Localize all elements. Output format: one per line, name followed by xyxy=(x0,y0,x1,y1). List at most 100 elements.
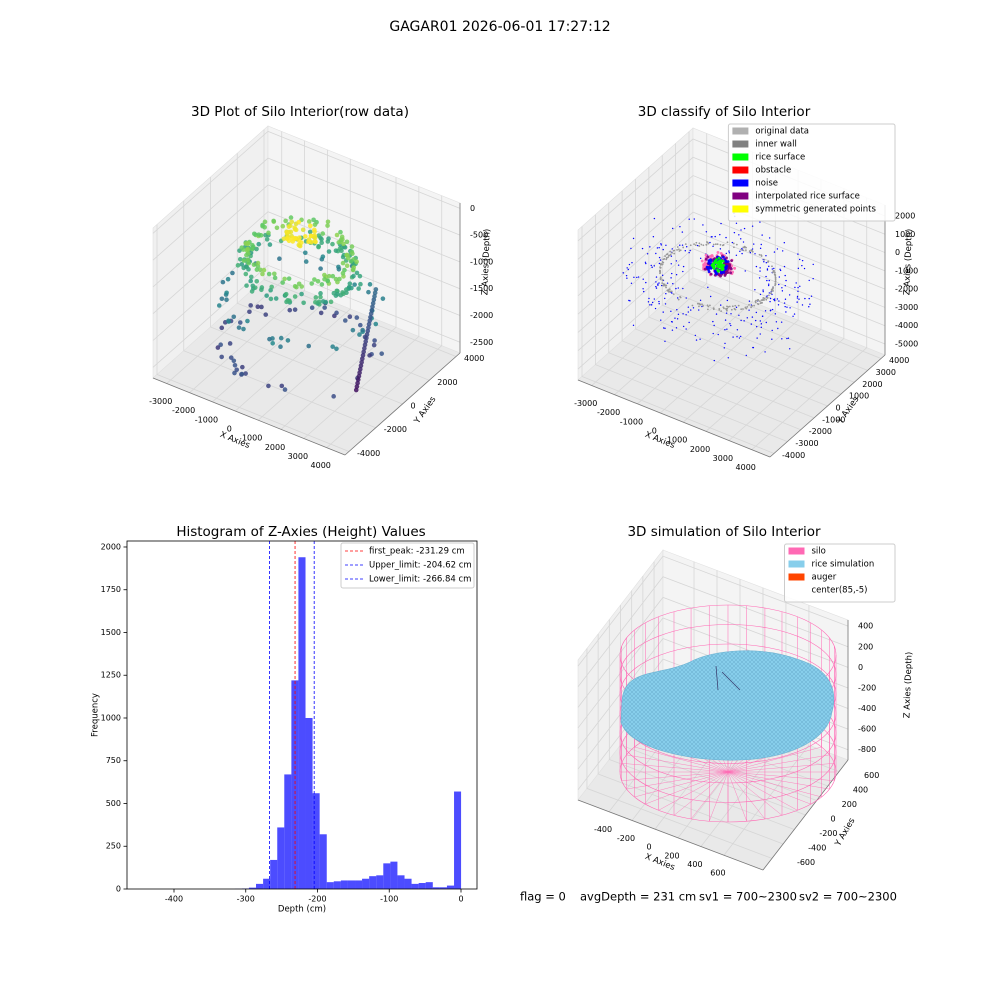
point xyxy=(334,232,340,238)
point xyxy=(675,287,677,290)
point xyxy=(219,296,225,302)
point xyxy=(758,277,761,279)
point xyxy=(716,262,720,265)
point xyxy=(313,295,319,300)
point xyxy=(236,325,242,330)
point xyxy=(357,273,363,279)
point xyxy=(709,295,712,298)
point xyxy=(341,291,346,297)
point xyxy=(774,277,777,280)
point xyxy=(733,231,736,234)
point xyxy=(665,244,667,246)
point xyxy=(642,278,644,280)
point xyxy=(729,322,731,325)
point xyxy=(744,270,746,272)
point xyxy=(228,355,234,360)
silo-floor xyxy=(727,771,811,805)
point xyxy=(350,267,356,273)
point xyxy=(773,270,776,272)
point xyxy=(779,269,782,272)
point xyxy=(665,284,668,287)
point xyxy=(334,310,339,316)
point xyxy=(255,260,261,266)
point xyxy=(724,260,728,264)
point xyxy=(733,307,736,310)
grid-line xyxy=(608,202,801,431)
point xyxy=(657,284,659,286)
point xyxy=(768,279,770,282)
figure-title: GAGAR01 2026-06-01 17:27:12 xyxy=(389,19,610,35)
point xyxy=(659,276,662,279)
point xyxy=(735,306,738,309)
point xyxy=(725,252,728,255)
bar xyxy=(383,863,391,889)
y-tick-label: -1000 xyxy=(822,415,845,424)
bar xyxy=(425,882,433,889)
z-tick-label: -5000 xyxy=(895,340,918,349)
point xyxy=(665,293,667,295)
point xyxy=(748,309,750,311)
point xyxy=(705,231,708,233)
legend-label: rice surface xyxy=(755,153,805,163)
point xyxy=(677,313,680,316)
grid-line xyxy=(303,186,420,439)
point xyxy=(742,249,745,252)
point xyxy=(665,286,667,289)
point xyxy=(732,336,734,338)
z-tick-label: -4000 xyxy=(895,321,918,330)
point xyxy=(792,315,794,317)
point xyxy=(248,274,254,280)
point xyxy=(340,260,346,266)
point xyxy=(330,273,336,279)
point xyxy=(645,262,647,265)
point xyxy=(307,229,313,235)
point xyxy=(359,359,364,365)
point xyxy=(789,307,791,309)
point xyxy=(694,334,697,337)
point xyxy=(759,333,761,335)
point xyxy=(720,267,724,271)
bar xyxy=(312,793,320,889)
point xyxy=(759,320,762,322)
point xyxy=(778,276,781,278)
point xyxy=(356,373,362,379)
point xyxy=(689,249,691,252)
z-tick-label: 0 xyxy=(895,248,900,257)
point xyxy=(765,275,767,278)
point xyxy=(303,259,309,264)
point xyxy=(796,301,798,303)
point xyxy=(308,223,313,229)
point xyxy=(751,316,754,318)
point xyxy=(654,307,657,310)
point xyxy=(763,258,766,261)
point xyxy=(764,310,767,312)
point xyxy=(370,304,375,310)
legend-swatch xyxy=(732,192,749,200)
point xyxy=(630,282,633,284)
x-tick-label: 4000 xyxy=(311,461,331,470)
point xyxy=(280,280,285,285)
point xyxy=(761,234,763,236)
point xyxy=(309,281,315,286)
point xyxy=(808,279,810,282)
point xyxy=(712,320,714,323)
auger xyxy=(715,665,741,691)
silo-floor xyxy=(727,754,830,773)
point xyxy=(647,301,650,303)
point xyxy=(659,277,662,280)
point xyxy=(239,371,245,377)
subplot-title: Histogram of Z-Axies (Height) Values xyxy=(176,524,425,540)
point xyxy=(765,255,767,257)
point xyxy=(722,243,725,246)
point xyxy=(796,295,799,298)
point xyxy=(712,243,715,246)
point xyxy=(671,248,673,250)
point xyxy=(292,283,298,289)
point xyxy=(672,283,674,285)
point xyxy=(745,354,747,357)
grid-line xyxy=(156,224,350,452)
point xyxy=(702,263,706,266)
point xyxy=(237,320,243,325)
point xyxy=(712,267,716,270)
x-tick-label: 0 xyxy=(646,843,651,852)
